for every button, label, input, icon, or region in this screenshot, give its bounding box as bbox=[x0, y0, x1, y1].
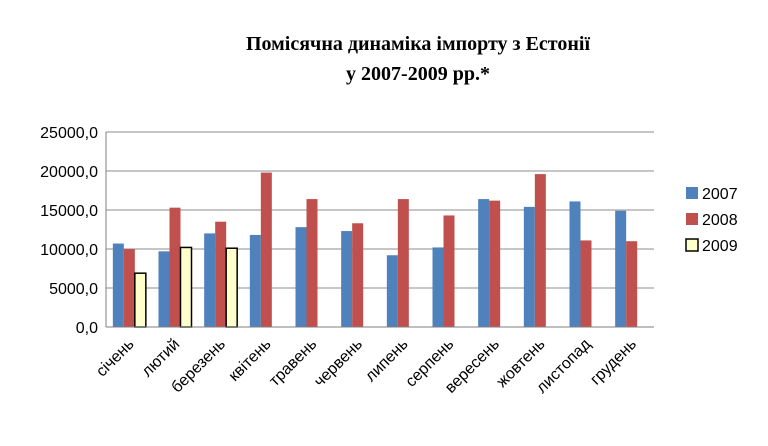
y-tick-label: 0,0 bbox=[76, 320, 98, 337]
y-axis-ticks: 0,0 5000,0 10000,0 15000,0 20000,0 25000,0 bbox=[40, 125, 98, 337]
bar-2008-жовтень bbox=[534, 174, 546, 327]
bar-2007-березень bbox=[204, 233, 216, 327]
bar-2008-вересень bbox=[489, 200, 501, 327]
bar-2008-січень bbox=[123, 249, 135, 327]
x-tick-label: лютий bbox=[139, 336, 184, 381]
legend-label-2008: 2008 bbox=[702, 212, 738, 229]
bar-2007-квітень bbox=[249, 234, 261, 327]
y-tick-label: 5000,0 bbox=[49, 281, 98, 298]
bar-2007-травень bbox=[295, 227, 307, 327]
bar-2008-серпень bbox=[443, 215, 455, 327]
x-axis bbox=[105, 132, 654, 328]
legend-swatch-2008 bbox=[686, 213, 698, 225]
bar-2008-березень bbox=[215, 221, 227, 327]
bar-2008-липень bbox=[397, 199, 409, 327]
bar-2007-жовтень bbox=[523, 206, 535, 327]
x-axis-ticks: січень лютийберезеньквітеньтравеньчервень… bbox=[93, 335, 640, 396]
legend-label-2007: 2007 bbox=[702, 186, 738, 203]
bar-2007-червень bbox=[341, 231, 353, 327]
y-tick-label: 15000,0 bbox=[40, 203, 98, 220]
bar-2009-березень bbox=[225, 247, 238, 328]
bar-2008-травень bbox=[306, 199, 318, 327]
chart-title-line-1: Помісячна динаміка імпорту з Естонії bbox=[246, 33, 590, 55]
bar-2009-січень bbox=[134, 272, 147, 328]
bar-2008-грудень bbox=[626, 241, 638, 327]
y-tick-label: 25000,0 bbox=[40, 125, 98, 142]
bar-2007-серпень bbox=[432, 247, 444, 327]
legend-swatch-2009 bbox=[685, 238, 699, 252]
bar-2009-лютий bbox=[179, 246, 193, 328]
legend-swatch-2007 bbox=[686, 187, 698, 199]
legend: 2007 2008 2009 bbox=[685, 186, 738, 255]
legend-label-2009: 2009 bbox=[702, 238, 738, 255]
bar-2007-вересень bbox=[478, 199, 490, 327]
bar-2008-квітень bbox=[260, 172, 272, 327]
x-tick-label: грудень bbox=[587, 336, 640, 389]
bar-2008-червень bbox=[352, 223, 364, 327]
bar-2007-січень bbox=[112, 243, 124, 327]
bar-2007-грудень bbox=[615, 210, 627, 327]
chart-title-line-2: у 2007-2009 рр.* bbox=[346, 63, 490, 85]
x-tick-label: травень bbox=[266, 336, 320, 390]
y-tick-label: 20000,0 bbox=[40, 164, 98, 181]
y-tick-label: 10000,0 bbox=[40, 242, 98, 259]
bar-2007-липень bbox=[386, 255, 398, 327]
x-tick-label: січень bbox=[93, 336, 138, 381]
bar-2008-листопад bbox=[580, 240, 592, 327]
bar-2007-листопад bbox=[569, 201, 581, 327]
bar-2008-лютий bbox=[169, 207, 181, 327]
x-tick-label: червень bbox=[311, 336, 366, 391]
bars bbox=[112, 172, 638, 328]
bar-2007-лютий bbox=[158, 251, 170, 327]
